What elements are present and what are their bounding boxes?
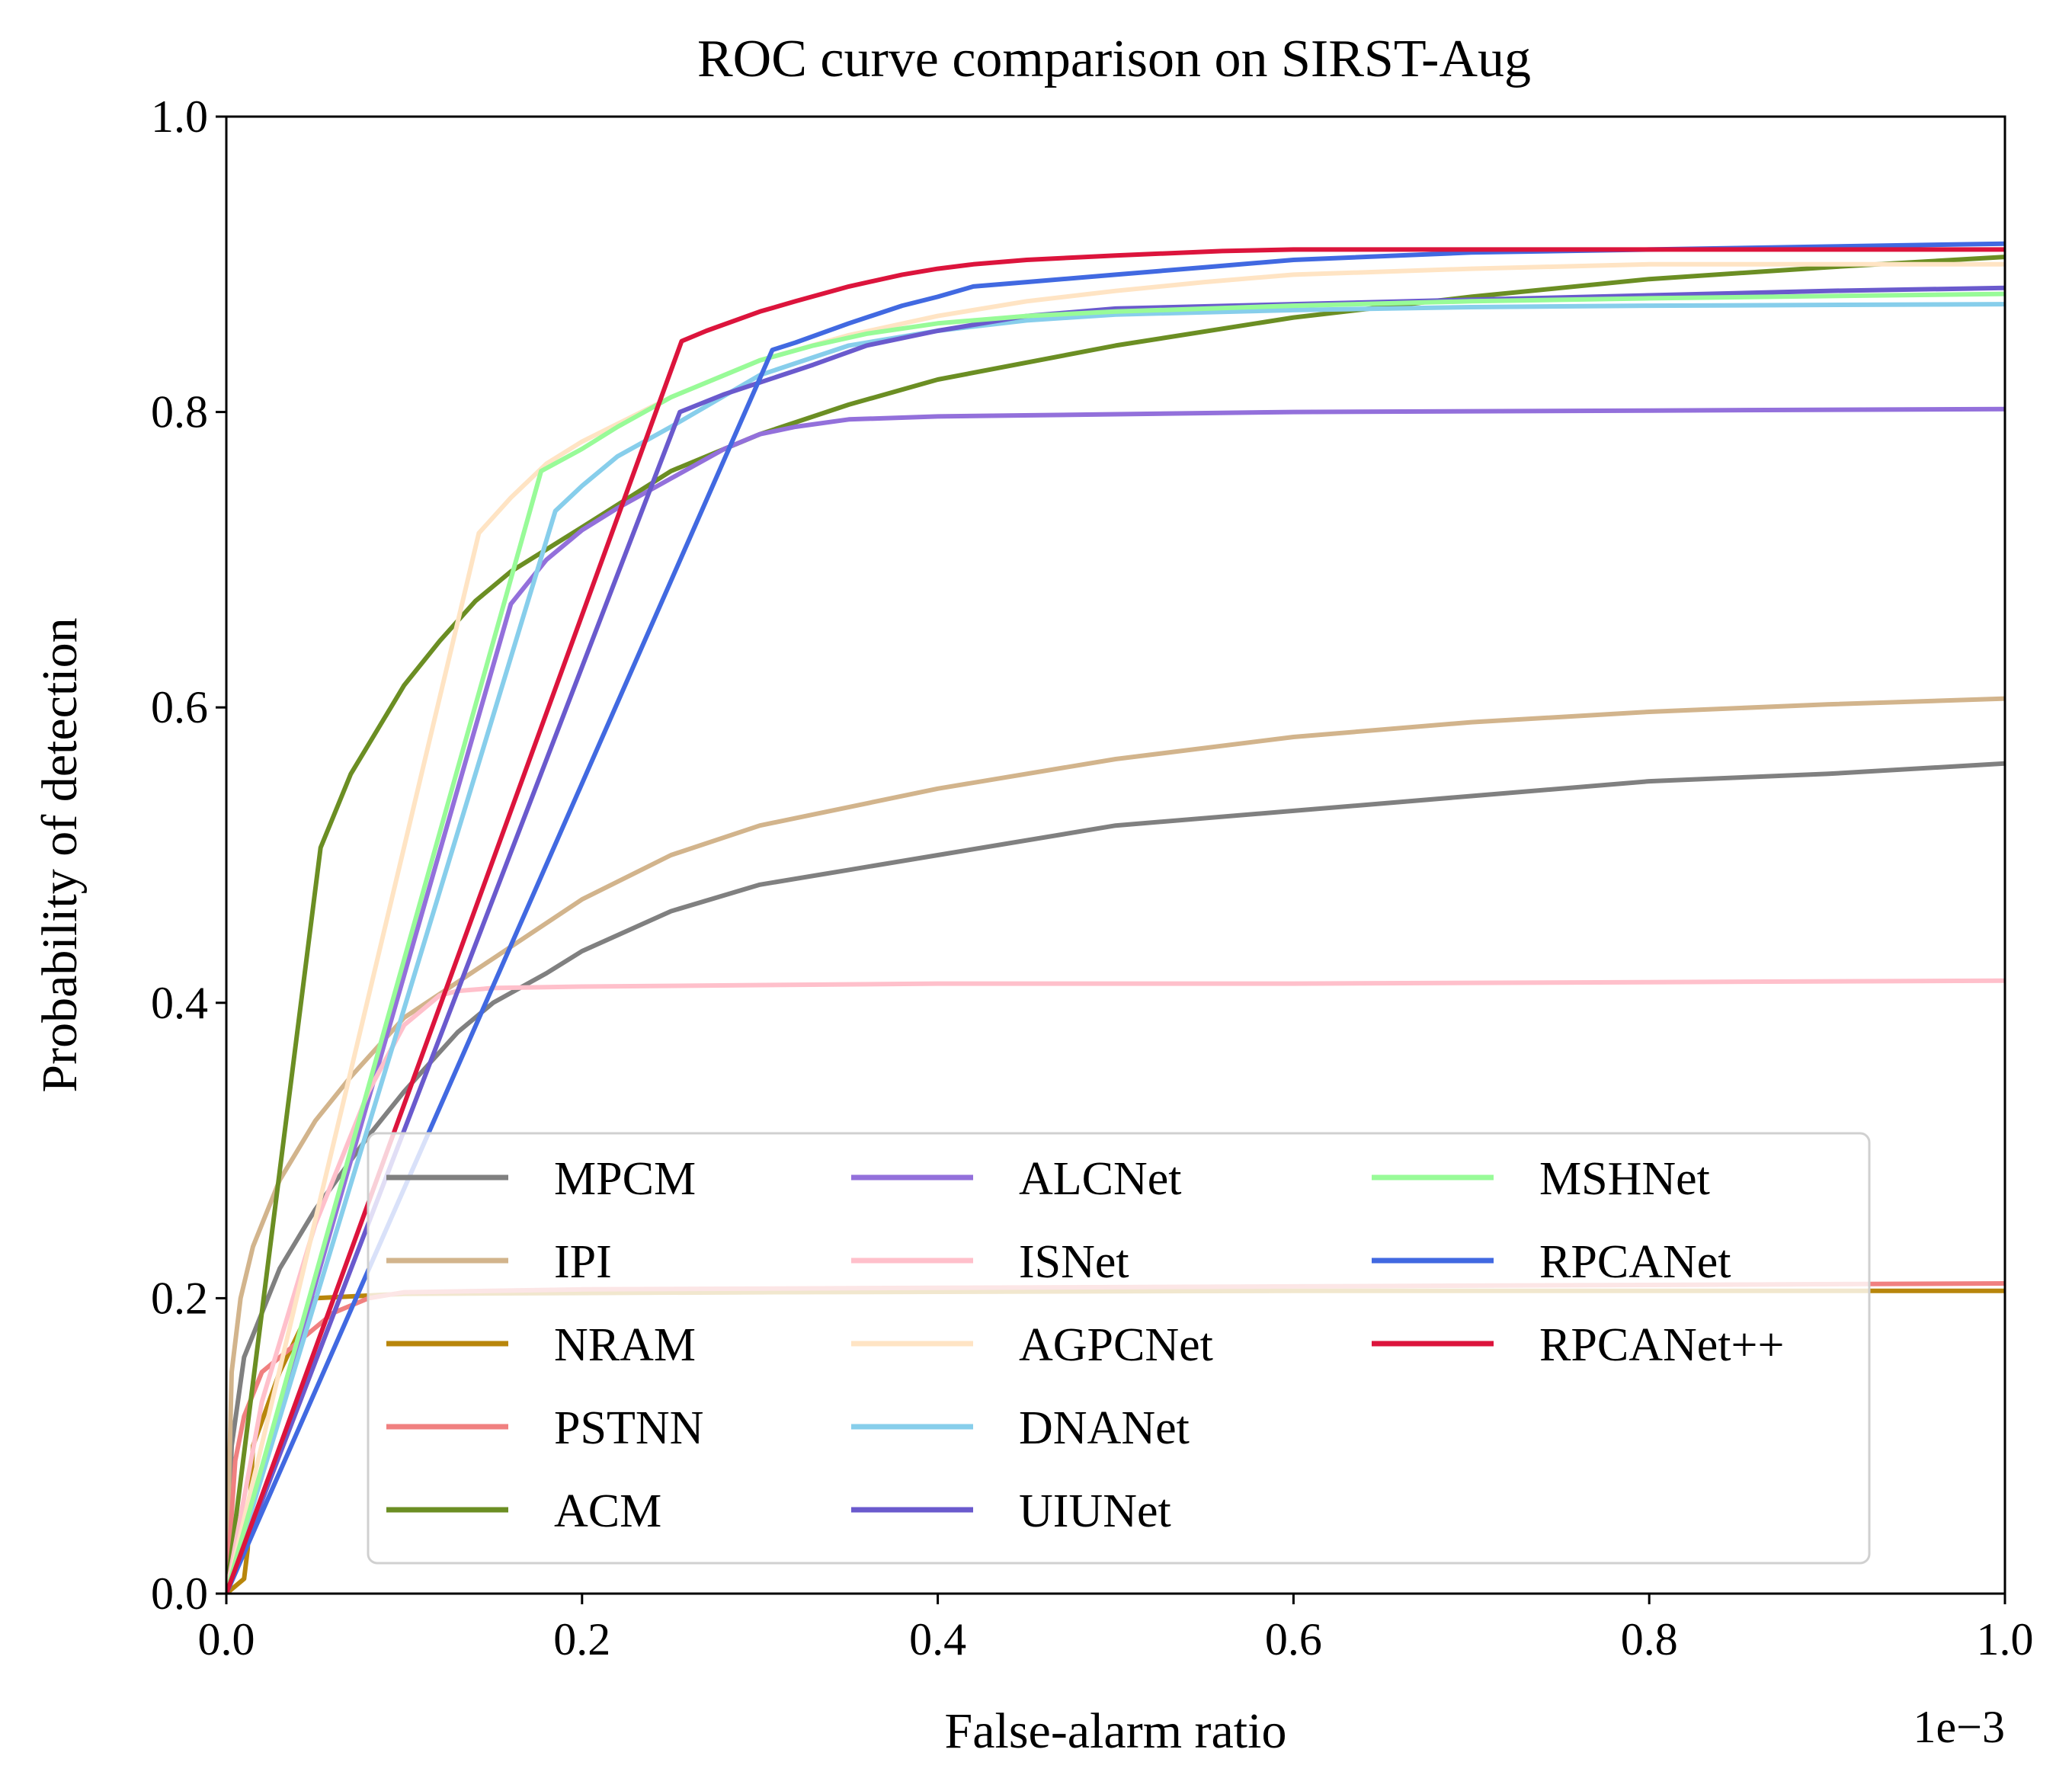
x-tick-label: 0.8 xyxy=(1621,1614,1678,1664)
y-tick-label: 1.0 xyxy=(151,91,208,142)
series-layer xyxy=(226,241,2005,1594)
legend-label-rpcanet: RPCANet xyxy=(1539,1236,1731,1288)
series-line-rpcanetplusplus xyxy=(226,247,2005,1594)
x-tick-label: 0.2 xyxy=(553,1614,610,1664)
x-tick-label: 0.6 xyxy=(1265,1614,1322,1664)
legend-box xyxy=(367,1132,1871,1565)
legend-label-agpcnet: AGPCNet xyxy=(1019,1319,1213,1371)
chart-title: ROC curve comparison on SIRST-Aug xyxy=(697,30,1531,88)
y-axis-ticks: 0.0 0.2 0.4 0.6 0.8 1.0 xyxy=(151,91,226,1619)
x-axis-ticks: 0.0 0.2 0.4 0.6 0.8 1.0 xyxy=(198,1594,2034,1664)
legend-label-nram: NRAM xyxy=(554,1319,696,1371)
legend-label-isnet: ISNet xyxy=(1019,1236,1129,1288)
legend-label-mpcm: MPCM xyxy=(554,1153,696,1205)
legend-label-rpcanetplusplus: RPCANet++ xyxy=(1539,1319,1784,1371)
series-line-uiunet xyxy=(226,285,2005,1594)
plot-frame xyxy=(225,115,2006,1595)
legend-label-dnanet: DNANet xyxy=(1019,1402,1190,1454)
legend-label-alcnet: ALCNet xyxy=(1019,1153,1182,1205)
x-axis-label: False-alarm ratio xyxy=(945,1703,1287,1759)
series-line-mshnet xyxy=(226,291,2005,1594)
legend-label-uiunet: UIUNet xyxy=(1019,1485,1171,1537)
series-line-alcnet xyxy=(226,406,2005,1594)
legend-label-mshnet: MSHNet xyxy=(1539,1153,1710,1205)
x-tick-label: 0.0 xyxy=(198,1614,255,1664)
series-line-ipi xyxy=(226,696,2005,1594)
legend-label-pstnn: PSTNN xyxy=(554,1402,703,1454)
y-axis-label: Probability of detection xyxy=(32,617,88,1092)
y-tick-label: 0.2 xyxy=(151,1273,208,1323)
legend-label-ipi: IPI xyxy=(554,1236,612,1288)
legend: MPCM IPI NRAM PSTNN ACM ALCNet ISNet AGPCNet DNA… xyxy=(367,1132,1871,1565)
y-tick-label: 0.8 xyxy=(151,387,208,437)
y-tick-label: 0.6 xyxy=(151,682,208,732)
series-line-mpcm xyxy=(226,761,2005,1594)
series-line-acm xyxy=(226,255,2005,1594)
y-tick-label: 0.0 xyxy=(151,1568,208,1619)
x-axis-offset-text: 1e−3 xyxy=(1913,1702,2005,1752)
series-line-agpcnet xyxy=(226,261,2005,1594)
y-tick-label: 0.4 xyxy=(151,978,208,1028)
legend-label-acm: ACM xyxy=(554,1485,661,1537)
x-tick-label: 0.4 xyxy=(909,1614,966,1664)
x-tick-label: 1.0 xyxy=(1977,1614,2034,1664)
